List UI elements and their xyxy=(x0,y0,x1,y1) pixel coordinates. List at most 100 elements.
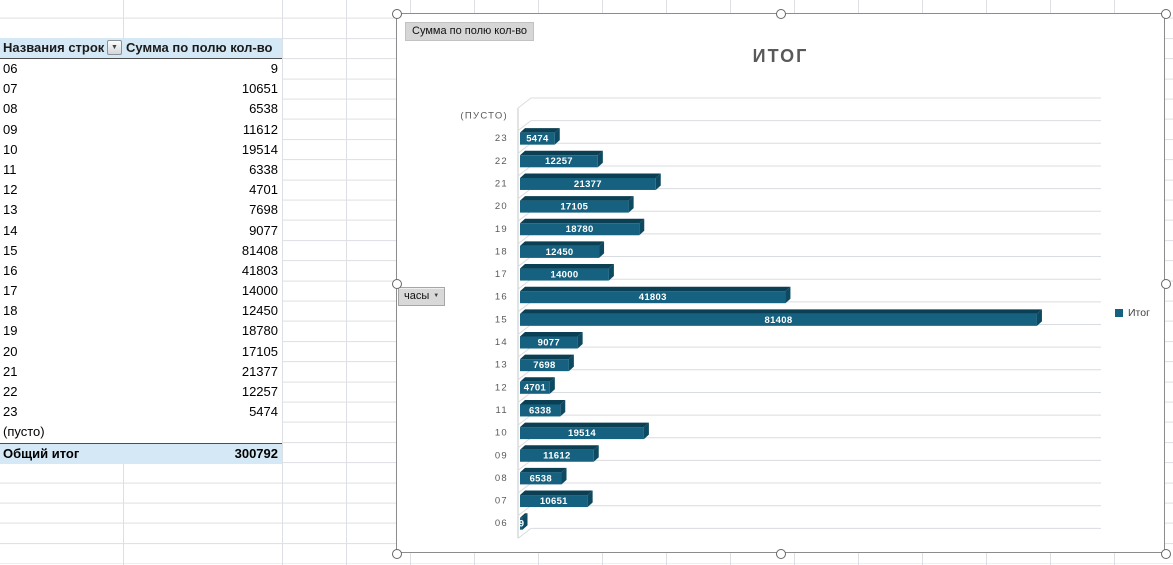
selection-handle-e[interactable] xyxy=(1161,279,1171,289)
pivot-row-label[interactable]: 10 xyxy=(0,140,123,160)
pivot-row-label[interactable]: (пусто) xyxy=(0,422,123,442)
pivot-row: 1812450 xyxy=(0,301,282,321)
bar-value-label-17: 14000 xyxy=(550,269,578,280)
pivot-row-label[interactable]: 11 xyxy=(0,160,123,180)
pivot-row-value[interactable]: 4701 xyxy=(123,180,282,200)
bar-group-11[interactable]: 6338 xyxy=(520,400,565,417)
pivot-row-value[interactable]: 17105 xyxy=(123,342,282,362)
category-label-17: 17 xyxy=(495,269,508,280)
pivot-row: 2212257 xyxy=(0,382,282,402)
bar-group-19[interactable]: 18780 xyxy=(520,219,644,236)
category-separator-line xyxy=(518,438,1101,448)
bar-group-09[interactable]: 11612 xyxy=(520,445,599,462)
pivot-row-label[interactable]: 08 xyxy=(0,99,123,119)
row-labels-header-cell[interactable]: Названия строк ▼ xyxy=(0,38,123,58)
pivot-row-label[interactable]: 07 xyxy=(0,79,123,99)
bar-group-21[interactable]: 21377 xyxy=(520,173,661,190)
category-separator-line xyxy=(518,506,1101,516)
bar-group-13[interactable]: 7698 xyxy=(520,355,574,372)
pivot-row-label[interactable]: 14 xyxy=(0,221,123,241)
bar-group-16[interactable]: 41803 xyxy=(520,287,790,304)
pivot-row: 235474 xyxy=(0,402,282,422)
pivot-row-value[interactable]: 41803 xyxy=(123,261,282,281)
grand-total-value[interactable]: 300792 xyxy=(123,444,282,464)
pivot-row-label[interactable]: 09 xyxy=(0,120,123,140)
values-header-cell[interactable]: Сумма по полю кол-во xyxy=(123,38,282,58)
legend[interactable]: Итог xyxy=(1115,307,1150,319)
pivot-row-label[interactable]: 06 xyxy=(0,59,123,79)
category-label-09: 09 xyxy=(495,450,508,461)
pivot-table: Названия строк ▼ Сумма по полю кол-во 06… xyxy=(0,38,282,464)
pivot-row-value[interactable]: 7698 xyxy=(123,200,282,220)
pivot-row-value[interactable]: 81408 xyxy=(123,241,282,261)
category-separator-line xyxy=(518,460,1101,470)
pivot-row-label[interactable]: 15 xyxy=(0,241,123,261)
grand-total-label[interactable]: Общий итог xyxy=(0,444,123,464)
bar-group-10[interactable]: 19514 xyxy=(520,423,649,440)
values-field-button[interactable]: Сумма по полю кол-во xyxy=(405,22,534,41)
pivot-row-value[interactable]: 12450 xyxy=(123,301,282,321)
axis-field-button[interactable]: часы▼ xyxy=(398,287,445,306)
pivot-row-label[interactable]: 19 xyxy=(0,321,123,341)
pivot-row-label[interactable]: 17 xyxy=(0,281,123,301)
pivot-row-value[interactable]: 11612 xyxy=(123,120,282,140)
pivot-row-label[interactable]: 23 xyxy=(0,402,123,422)
pivot-row-value[interactable]: 14000 xyxy=(123,281,282,301)
selection-handle-w[interactable] xyxy=(392,279,402,289)
category-separator-line xyxy=(518,143,1101,153)
pivot-row-value[interactable]: 18780 xyxy=(123,321,282,341)
pivot-row: 149077 xyxy=(0,221,282,241)
bar-group-20[interactable]: 17105 xyxy=(520,196,634,213)
pivot-row-label[interactable]: 21 xyxy=(0,362,123,382)
selection-handle-sw[interactable] xyxy=(392,549,402,559)
bar-top-bevel xyxy=(520,355,574,360)
pivot-row-label[interactable]: 16 xyxy=(0,261,123,281)
pivot-row-label[interactable]: 22 xyxy=(0,382,123,402)
selection-handle-ne[interactable] xyxy=(1161,9,1171,19)
pivot-row-value[interactable]: 10651 xyxy=(123,79,282,99)
pivot-row-label[interactable]: 20 xyxy=(0,342,123,362)
pivot-row-value[interactable] xyxy=(123,422,282,442)
pivot-row-label[interactable]: 12 xyxy=(0,180,123,200)
pivot-row: 1918780 xyxy=(0,321,282,341)
bar-value-label-11: 6338 xyxy=(529,405,551,416)
pivot-row-label[interactable]: 13 xyxy=(0,200,123,220)
pivot-rows: 0690710651086538091161210195141163381247… xyxy=(0,59,282,443)
pivot-row-label[interactable]: 18 xyxy=(0,301,123,321)
selection-handle-nw[interactable] xyxy=(392,9,402,19)
pivot-row-value[interactable]: 21377 xyxy=(123,362,282,382)
category-separator-line xyxy=(518,370,1101,380)
filter-dropdown-button[interactable]: ▼ xyxy=(107,40,122,55)
bar-group-14[interactable]: 9077 xyxy=(520,332,583,349)
bar-group-12[interactable]: 4701 xyxy=(520,377,555,394)
pivot-row-value[interactable]: 6338 xyxy=(123,160,282,180)
pivot-chart[interactable]: ИТОГ (ПУСТО)2354742212257212137720171051… xyxy=(396,13,1165,553)
pivot-row: 1641803 xyxy=(0,261,282,281)
pivot-row: 116338 xyxy=(0,160,282,180)
category-label-06: 06 xyxy=(495,518,508,529)
pivot-row-value[interactable]: 9 xyxy=(123,59,282,79)
category-label-12: 12 xyxy=(495,382,508,393)
bar-top-bevel xyxy=(520,491,593,496)
bar-group-23[interactable]: 5474 xyxy=(520,128,560,145)
pivot-row-value[interactable]: 12257 xyxy=(123,382,282,402)
selection-handle-s[interactable] xyxy=(776,549,786,559)
pivot-row-value[interactable]: 5474 xyxy=(123,402,282,422)
bar-group-08[interactable]: 6538 xyxy=(520,468,567,485)
selection-handle-n[interactable] xyxy=(776,9,786,19)
pivot-row-value[interactable]: 19514 xyxy=(123,140,282,160)
bar-value-label-20: 17105 xyxy=(560,202,588,213)
legend-marker-icon xyxy=(1115,309,1123,317)
bar-group-06[interactable]: 9 xyxy=(519,513,528,530)
bar-group-18[interactable]: 12450 xyxy=(520,241,604,258)
bar-group-22[interactable]: 12257 xyxy=(520,151,603,168)
bar-group-15[interactable]: 81408 xyxy=(520,309,1042,326)
category-label-10: 10 xyxy=(495,428,508,439)
pivot-row: 1019514 xyxy=(0,140,282,160)
pivot-row-value[interactable]: 9077 xyxy=(123,221,282,241)
bar-value-label-08: 6538 xyxy=(530,473,552,484)
selection-handle-se[interactable] xyxy=(1161,549,1171,559)
bar-group-07[interactable]: 10651 xyxy=(520,491,593,508)
pivot-row-value[interactable]: 6538 xyxy=(123,99,282,119)
bar-group-17[interactable]: 14000 xyxy=(520,264,614,281)
